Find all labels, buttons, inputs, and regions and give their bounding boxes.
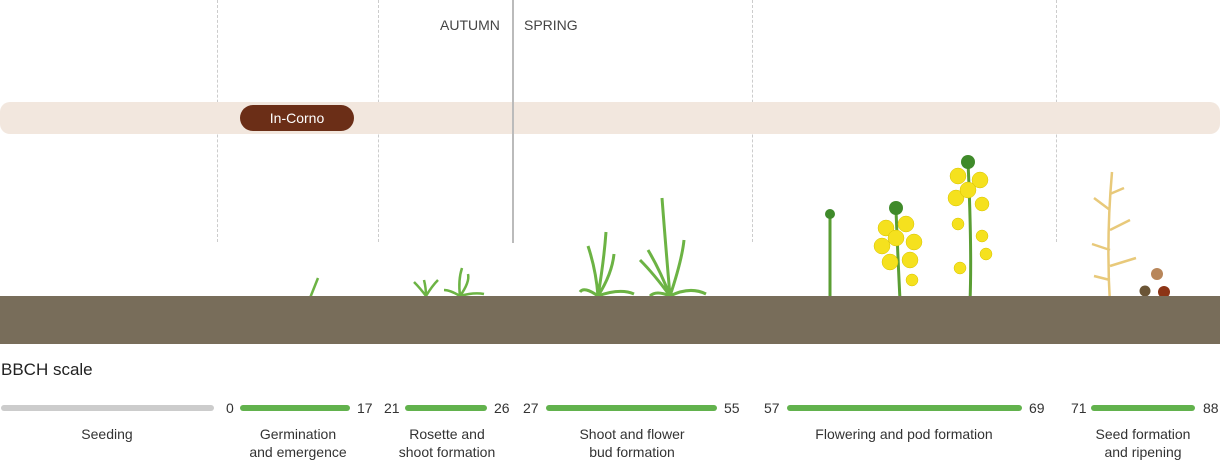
stage-label: Seeding xyxy=(81,426,133,442)
stage-end: 26 xyxy=(494,400,510,416)
stage-start: 0 xyxy=(226,400,234,416)
autumn-label: AUTUMN xyxy=(440,17,500,33)
plant-illustrations xyxy=(264,155,1170,305)
stage-start: 57 xyxy=(764,400,780,416)
product-pill[interactable]: In-Corno xyxy=(240,105,354,131)
stage-label: Shoot and flower bud formation xyxy=(579,426,685,460)
stage-label: Flowering and pod formation xyxy=(815,426,993,442)
shoot-icon xyxy=(578,197,707,298)
spring-label: SPRING xyxy=(524,17,578,33)
flowering-plant-icon xyxy=(825,155,993,303)
scale-title: BBCH scale xyxy=(1,360,93,379)
product-band xyxy=(0,102,1220,134)
sprout-icon xyxy=(308,277,320,299)
stage-bar-germination xyxy=(240,405,350,411)
rosette-icon xyxy=(413,267,485,298)
stage-bar-seed-formation xyxy=(1091,405,1195,411)
stage-end: 55 xyxy=(724,400,740,416)
stage-start: 27 xyxy=(523,400,539,416)
ripening-plant-icon xyxy=(1091,171,1170,305)
soil xyxy=(0,296,1220,344)
stage-bar-shoot xyxy=(546,405,717,411)
stage-end: 88 xyxy=(1203,400,1219,416)
stage-end: 17 xyxy=(357,400,373,416)
stage-start: 71 xyxy=(1071,400,1087,416)
stage-label: Rosette and shoot formation xyxy=(398,426,496,460)
stage-end: 69 xyxy=(1029,400,1045,416)
season-divider xyxy=(512,0,514,243)
stage-bar-flowering xyxy=(787,405,1022,411)
stage-bar-seeding xyxy=(1,405,214,411)
stage-bar-rosette xyxy=(405,405,487,411)
stage-label: Seed formation and ripening xyxy=(1095,426,1191,460)
stage-label: Germination and emergence xyxy=(249,426,347,460)
stage-start: 21 xyxy=(384,400,400,416)
